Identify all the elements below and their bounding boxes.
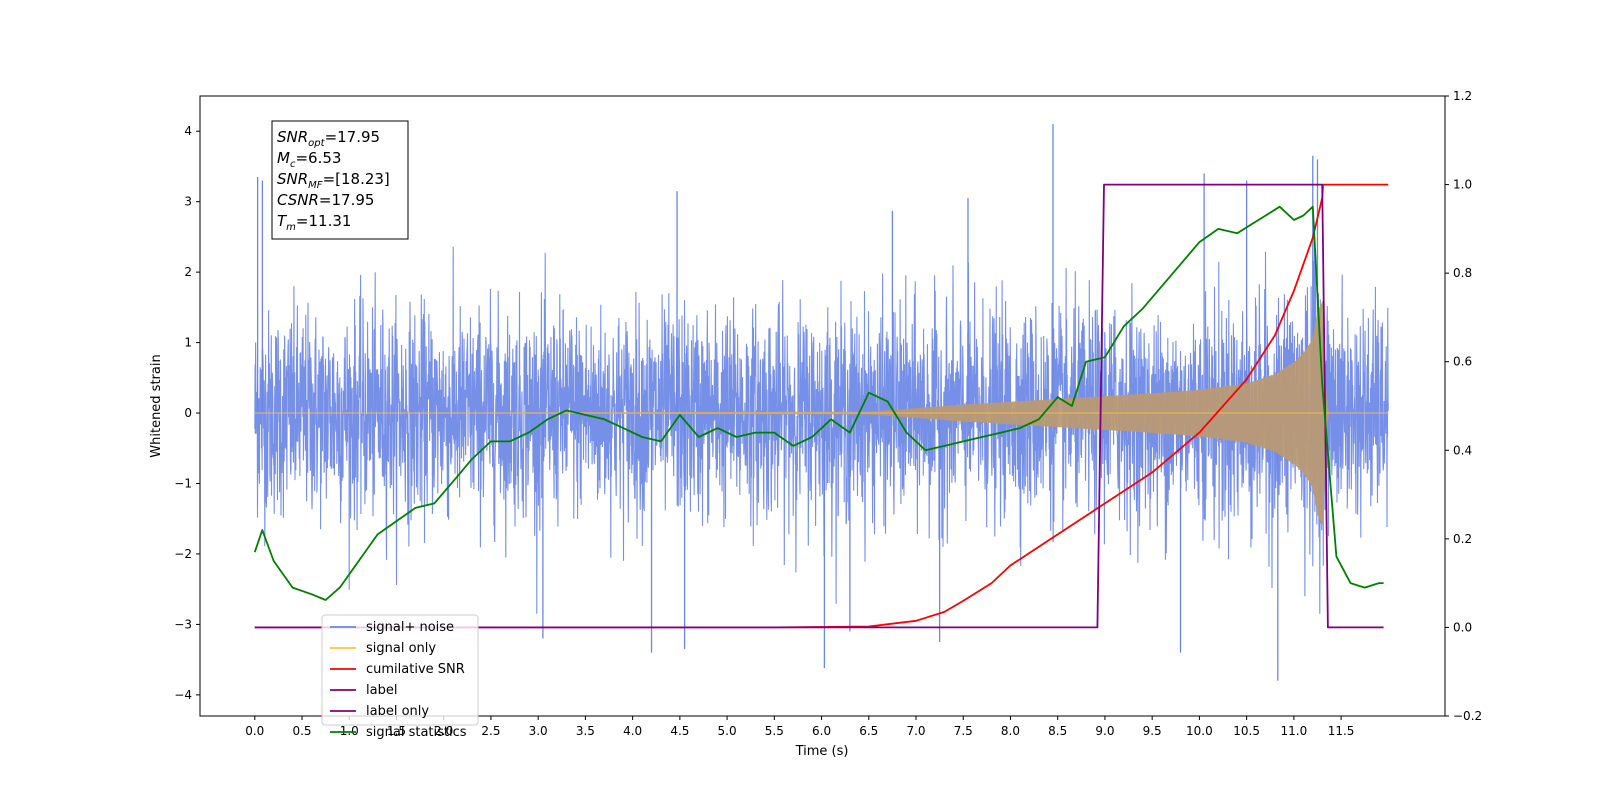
series-label-line <box>254 183 1384 629</box>
annotation-value: =17.95 <box>319 191 375 209</box>
y-left-tick-label: 0 <box>184 406 192 420</box>
series-signal-statistics-line <box>253 205 1384 601</box>
x-tick-label: 1.0 <box>340 724 359 738</box>
y-right-tick-label: 0.2 <box>1453 532 1472 546</box>
plot-area <box>253 124 1389 681</box>
legend-label: label only <box>366 704 429 719</box>
y-right-tick-label: 0.8 <box>1453 266 1472 280</box>
y-right-tick-label: 1.2 <box>1453 89 1472 103</box>
x-tick-label: 2.5 <box>481 724 500 738</box>
legend-label: cumilative SNR <box>366 662 465 677</box>
y-right-tick-label: 0.4 <box>1453 443 1472 457</box>
x-tick-label: 9.0 <box>1095 724 1114 738</box>
annotation-subscript: opt <box>308 138 325 149</box>
y-right-tick-label: 1.0 <box>1453 178 1472 192</box>
annotation-symbol: M <box>277 149 290 167</box>
plot-frame <box>199 95 1446 717</box>
y-left-tick-label: 2 <box>184 265 192 279</box>
legend: signal+ noise signal only cumilative SNR la… <box>321 614 479 740</box>
x-tick-label: 7.0 <box>906 724 925 738</box>
x-tick-label: 4.0 <box>623 724 642 738</box>
x-tick-label: 6.5 <box>859 724 878 738</box>
x-tick-label: 7.5 <box>954 724 973 738</box>
x-tick-label: 0.0 <box>245 724 264 738</box>
annotation-symbol: T <box>277 212 288 230</box>
x-axis-label: Time (s) <box>795 744 849 759</box>
x-tick-label: 4.5 <box>670 724 689 738</box>
annotation-symbol: SNR <box>277 170 308 188</box>
x-tick-label: 3.5 <box>576 724 595 738</box>
y-left-tick-label: 3 <box>184 195 192 209</box>
annotation-value: =11.31 <box>296 212 352 230</box>
legend-frame <box>321 614 479 726</box>
x-tick-label: 8.5 <box>1048 724 1067 738</box>
y-right-tick-label: −0.2 <box>1453 709 1482 723</box>
x-tick-label: 11.0 <box>1281 724 1308 738</box>
y-left-tick-label: 1 <box>184 336 192 350</box>
y-left-tick-label: −4 <box>174 688 192 702</box>
annotation-box: SNRopt=17.95Mc=6.53SNRMF=[18.23]CSNR=17.… <box>271 120 409 240</box>
annotation-value: =17.95 <box>325 128 381 146</box>
x-tick-label: 10.0 <box>1186 724 1213 738</box>
x-tick-label: 6.0 <box>812 724 831 738</box>
axes: 0.0 0.5 1.0 1.5 2.0 2.5 3.0 3.5 4.0 4.5 5.0 5.5 6.0 6… <box>174 89 1482 738</box>
annotation-frame <box>271 120 409 240</box>
x-tick-label: 10.5 <box>1233 724 1260 738</box>
x-tick-label: 3.0 <box>529 724 548 738</box>
x-tick-label: 8.0 <box>1001 724 1020 738</box>
annotation-subscript: m <box>286 222 296 233</box>
legend-label: label <box>366 683 397 698</box>
legend-label: signal only <box>366 641 436 656</box>
x-tick-label: 11.5 <box>1328 724 1355 738</box>
annotation-line: SNRMF=[18.23] <box>277 170 390 191</box>
x-tick-label: 9.5 <box>1143 724 1162 738</box>
annotation-line: CSNR=17.95 <box>277 191 374 209</box>
x-tick-label: 5.0 <box>718 724 737 738</box>
legend-label: signal+ noise <box>366 620 454 635</box>
annotation-value: =[18.23] <box>323 170 390 188</box>
y-axis-label: Whitened strain <box>149 354 164 457</box>
annotation-line: Tm=11.31 <box>277 212 351 233</box>
y-left-tick-label: 4 <box>184 124 192 138</box>
y-right-tick-label: 0.6 <box>1453 355 1472 369</box>
x-tick-label: 5.5 <box>765 724 784 738</box>
y-left-tick-label: −1 <box>174 477 192 491</box>
series-cumulative-snr-line <box>254 183 1389 629</box>
y-left-tick-label: −2 <box>174 547 192 561</box>
y-left-tick-label: −3 <box>174 617 192 631</box>
annotation-subscript: c <box>290 159 296 170</box>
legend-label: signal statistics <box>366 725 467 740</box>
annotation-symbol: SNR <box>277 128 308 146</box>
annotation-line: Mc=6.53 <box>277 149 341 170</box>
x-tick-label: 0.5 <box>292 724 311 738</box>
x-tick-label: 2.0 <box>434 724 453 738</box>
y-right-tick-label: 0.0 <box>1453 620 1472 634</box>
x-tick-label: 1.5 <box>387 724 406 738</box>
annotation-line: SNRopt=17.95 <box>277 128 380 149</box>
annotation-symbol: CSNR <box>277 191 319 209</box>
annotation-subscript: MF <box>308 180 323 191</box>
annotation-value: =6.53 <box>295 149 341 167</box>
